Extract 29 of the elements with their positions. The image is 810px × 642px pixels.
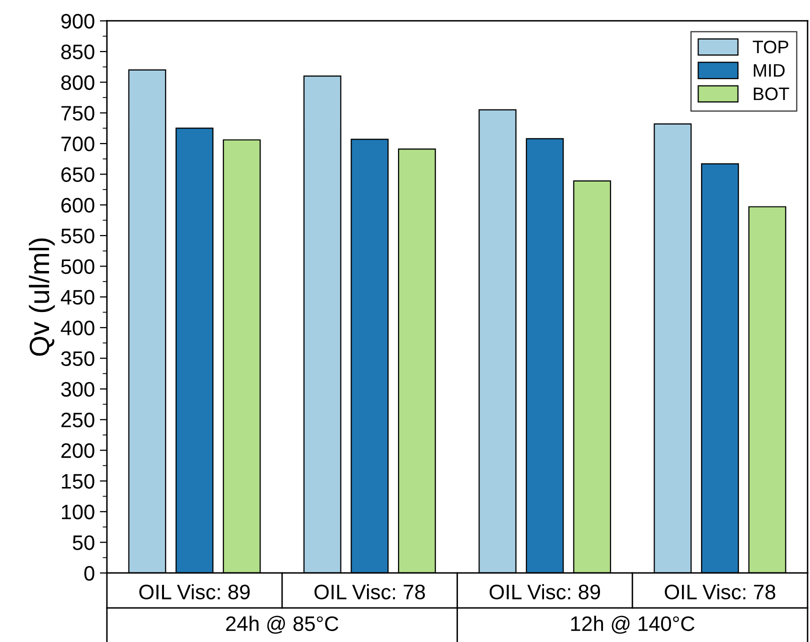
y-tick-label: 500 <box>61 259 94 274</box>
y-axis-title: Qv (ul/ml) <box>28 238 55 356</box>
legend-label: TOP <box>752 40 788 54</box>
y-tick-label: 0 <box>84 566 94 581</box>
y-tick-label: 200 <box>61 443 94 458</box>
y-tick-label: 150 <box>62 474 94 489</box>
text: 24h @ 85°C <box>226 616 338 634</box>
y-tick-label: 350 <box>61 351 94 366</box>
legend-label: BOT <box>754 87 790 100</box>
y-tick-label: 900 <box>61 14 94 29</box>
y-tick-label: 700 <box>61 136 94 152</box>
y-tick-label: 250 <box>61 412 94 428</box>
y-tick-label: 50 <box>72 535 94 550</box>
x-tick-label: OIL Visc: 89 <box>139 584 250 600</box>
x-tick-label: OIL Visc: 78 <box>314 584 425 600</box>
y-tick-label: 850 <box>61 44 94 60</box>
y-tick-label: 650 <box>61 167 94 182</box>
y-tick-label: 800 <box>61 75 94 90</box>
y-tick-label: 750 <box>61 106 94 121</box>
y-tick-label: 400 <box>60 320 94 336</box>
x-tick-label: OIL Visc: 89 <box>490 584 600 600</box>
y-tick-label: 100 <box>62 504 94 520</box>
text: 12h @ 140°C <box>571 616 694 634</box>
y-tick-label: 600 <box>61 198 94 213</box>
legend-label: MID <box>754 64 785 77</box>
y-tick-label: 550 <box>61 228 94 244</box>
y-tick-label: 300 <box>61 382 94 397</box>
x-tick-label: OIL Visc: 78 <box>664 584 776 600</box>
y-tick-label: 450 <box>60 290 94 305</box>
